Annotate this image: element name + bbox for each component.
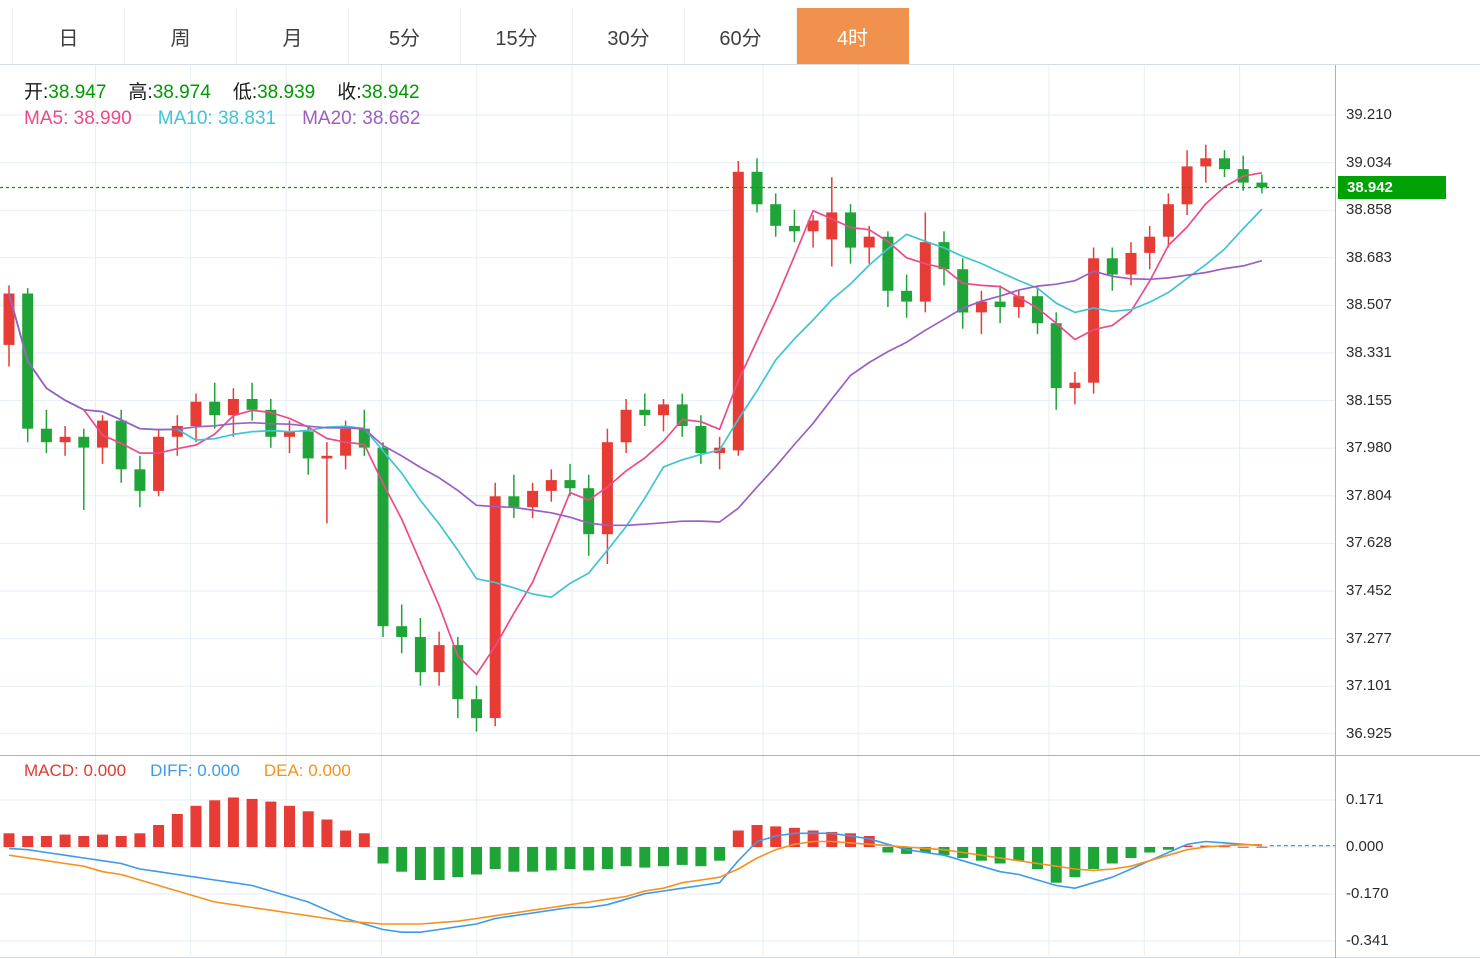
axis-tick-label: 38.858 (1346, 201, 1392, 218)
macd-legend: MACD: 0.000 DIFF: 0.000 DEA: 0.000 (24, 761, 375, 781)
axis-tick-label: 37.101 (1346, 677, 1392, 694)
dea-value: 0.000 (308, 761, 351, 780)
open-label: 开: (24, 82, 49, 103)
close-value: 38.942 (361, 82, 420, 103)
open-value: 38.947 (48, 82, 107, 103)
axis-tick-label: 36.925 (1346, 725, 1392, 742)
tab-60min[interactable]: 60分 (685, 8, 797, 64)
tab-15min[interactable]: 15分 (461, 8, 573, 64)
close-label: 收: (337, 82, 362, 103)
axis-tick-label: 0.171 (1346, 791, 1384, 808)
panel-separator (0, 755, 1480, 756)
low-value: 38.939 (257, 82, 316, 103)
axis-tick-label: 37.277 (1346, 630, 1392, 647)
macd-indicator-chart[interactable] (0, 756, 1335, 958)
axis-tick-label: 37.628 (1346, 534, 1392, 551)
ma-legend: MA5: 38.990 MA10: 38.831 MA20: 38.662 (24, 108, 446, 130)
axis-tick-label: 37.804 (1346, 487, 1392, 504)
tab-30min[interactable]: 30分 (573, 8, 685, 64)
tab-4hour[interactable]: 4时 (797, 8, 909, 64)
tab-monthly[interactable]: 月 (237, 8, 349, 64)
axis-tick-label: 38.331 (1346, 344, 1392, 361)
current-price-tag: 38.942 (1338, 176, 1446, 199)
interval-tabbar: 日 周 月 5分 15分 30分 60分 4时 (0, 0, 1480, 64)
tab-5min[interactable]: 5分 (349, 8, 461, 64)
axis-tick-label: -0.170 (1346, 885, 1389, 902)
main-candlestick-chart[interactable] (0, 65, 1335, 755)
tab-daily[interactable]: 日 (12, 8, 125, 64)
ma5-value: 38.990 (73, 108, 132, 129)
tab-weekly[interactable]: 周 (125, 8, 237, 64)
diff-label: DIFF: (150, 761, 193, 780)
axis-tick-label: -0.341 (1346, 932, 1389, 949)
ma20-label: MA20: (302, 108, 358, 129)
axis-tick-label: 37.980 (1346, 439, 1392, 456)
axis-tick-label: 38.155 (1346, 392, 1392, 409)
axis-tick-label: 38.683 (1346, 249, 1392, 266)
diff-value: 0.000 (197, 761, 240, 780)
dea-label: DEA: (263, 761, 304, 780)
ma10-label: MA10: (157, 108, 213, 129)
ma20-value: 38.662 (362, 108, 421, 129)
high-value: 38.974 (152, 82, 211, 103)
axis-tick-label: 37.452 (1346, 582, 1392, 599)
low-label: 低: (232, 82, 258, 103)
high-label: 高: (128, 82, 153, 103)
ma5-label: MA5: (24, 108, 69, 129)
axis-tick-label: 0.000 (1346, 838, 1384, 855)
ohlc-legend: 开:38.947 高:38.974 低:38.939 收:38.942 (24, 77, 442, 104)
chart-area: 开:38.947 高:38.974 低:38.939 收:38.942 MA5: 38… (0, 64, 1480, 958)
macd-value: 0.000 (83, 761, 127, 780)
ma10-value: 38.831 (217, 108, 277, 129)
macd-label: MACD: (24, 761, 79, 780)
axis-tick-label: 39.210 (1346, 106, 1392, 123)
price-axis: 38.942 39.210 39.034 38.858 38.683 38.507 38.… (1335, 65, 1480, 958)
axis-tick-label: 39.034 (1346, 154, 1392, 171)
axis-tick-label: 38.507 (1346, 296, 1392, 313)
